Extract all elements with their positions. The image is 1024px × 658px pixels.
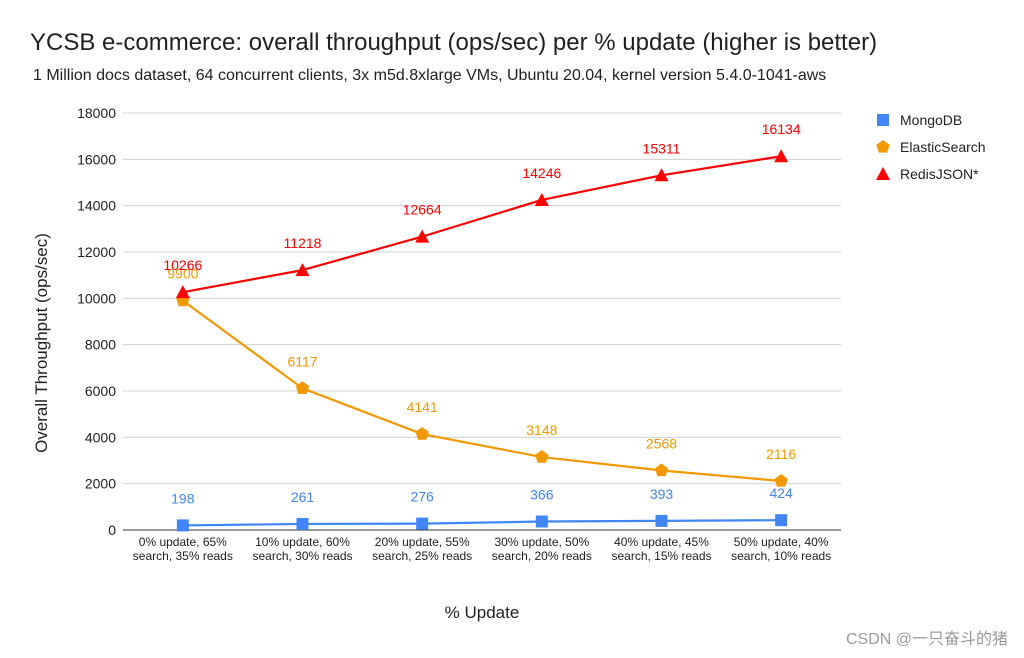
- y-tick-label: 4000: [85, 429, 116, 445]
- legend-item-elasticsearch: ElasticSearch: [900, 139, 986, 155]
- data-label-mongodb: 198: [171, 490, 195, 506]
- chart-title: YCSB e-commerce: overall throughput (ops…: [30, 29, 877, 56]
- legend: MongoDB ElasticSearch RedisJSON*: [876, 112, 986, 182]
- data-point-elasticsearch: [415, 427, 429, 440]
- data-label-redisjson: 11218: [284, 235, 322, 251]
- x-tick-label: 30% update, 50% search, 20% reads: [492, 535, 592, 563]
- data-point-redisjson: [175, 285, 190, 299]
- data-label-elasticsearch: 9900: [167, 266, 198, 282]
- data-label-elasticsearch: 4141: [407, 399, 438, 415]
- y-tick-label: 12000: [77, 244, 116, 260]
- data-label-elasticsearch: 2568: [646, 436, 677, 452]
- data-labels: 198 261 276 366 393 424 9900 6117 4141 3148 2568 21…: [163, 121, 800, 506]
- series-line-redisjson: [182, 155, 782, 294]
- data-point-elasticsearch: [535, 450, 549, 463]
- y-axis-label: Overall Throughput (ops/sec): [32, 233, 51, 453]
- y-tick-label: 18000: [77, 105, 116, 121]
- data-label-mongodb: 276: [410, 489, 434, 505]
- x-axis-label: % Update: [445, 603, 520, 622]
- series-line-mongodb: [182, 519, 782, 527]
- watermark-text: CSDN @一只奋斗的猪: [846, 630, 1008, 648]
- data-point-mongodb: [655, 514, 668, 527]
- y-tick-label: 2000: [85, 476, 116, 492]
- data-label-mongodb: 261: [291, 489, 315, 505]
- grid: [123, 112, 841, 485]
- data-point-mongodb: [416, 517, 429, 530]
- legend-marker-elasticsearch: [876, 140, 890, 153]
- y-tick-label: 14000: [77, 198, 116, 214]
- data-label-mongodb: 366: [530, 487, 554, 503]
- x-tick-label: 10% update, 60% search, 30% reads: [252, 535, 352, 563]
- data-point-redisjson: [774, 149, 789, 163]
- series-line-elasticsearch: [182, 299, 782, 483]
- data-point-redisjson: [534, 192, 549, 206]
- data-point-redisjson: [295, 263, 310, 277]
- series-layer: [175, 149, 789, 532]
- data-label-elasticsearch: 6117: [287, 353, 317, 369]
- legend-marker-redisjson: [876, 167, 890, 180]
- data-label-mongodb: 393: [650, 486, 674, 502]
- data-point-mongodb: [535, 515, 548, 528]
- data-label-elasticsearch: 3148: [526, 422, 557, 438]
- data-point-redisjson: [415, 229, 430, 243]
- x-tick-label: 20% update, 55% search, 25% reads: [372, 535, 472, 563]
- data-point-redisjson: [654, 168, 669, 182]
- chart-subtitle: 1 Million docs dataset, 64 concurrent cl…: [33, 67, 826, 84]
- data-point-mongodb: [296, 517, 309, 530]
- data-label-redisjson: 14246: [522, 165, 561, 181]
- data-point-elasticsearch: [295, 381, 310, 394]
- data-label-elasticsearch: 2116: [766, 446, 796, 462]
- legend-item-redisjson: RedisJSON*: [900, 166, 979, 182]
- data-point-elasticsearch: [774, 473, 788, 487]
- y-tick-label: 16000: [77, 151, 116, 167]
- y-tick-label: 0: [108, 522, 116, 538]
- data-label-redisjson: 15311: [643, 140, 681, 156]
- x-tick-label: 40% update, 45% search, 15% reads: [611, 535, 711, 563]
- legend-marker-mongodb: [877, 114, 889, 126]
- data-point-elasticsearch: [654, 463, 669, 477]
- data-label-redisjson: 16134: [762, 121, 801, 137]
- data-label-redisjson: 10266: [163, 257, 202, 273]
- x-tick-label: 50% update, 40% search, 10% reads: [731, 535, 831, 563]
- data-label-mongodb: 424: [769, 485, 793, 501]
- data-label-redisjson: 12664: [403, 202, 442, 218]
- data-point-mongodb: [176, 519, 189, 532]
- legend-item-mongodb: MongoDB: [900, 112, 962, 128]
- x-axis-ticks: 0% update, 65% search, 35% reads 10% updat…: [133, 535, 831, 563]
- y-axis-ticks: 0 2000 4000 6000 8000 10000 12000 14000 16000 180…: [77, 105, 116, 538]
- x-tick-label: 0% update, 65% search, 35% reads: [133, 535, 233, 563]
- y-tick-label: 10000: [77, 290, 116, 306]
- y-tick-label: 6000: [85, 383, 116, 399]
- y-tick-label: 8000: [85, 337, 116, 353]
- data-point-mongodb: [775, 514, 788, 527]
